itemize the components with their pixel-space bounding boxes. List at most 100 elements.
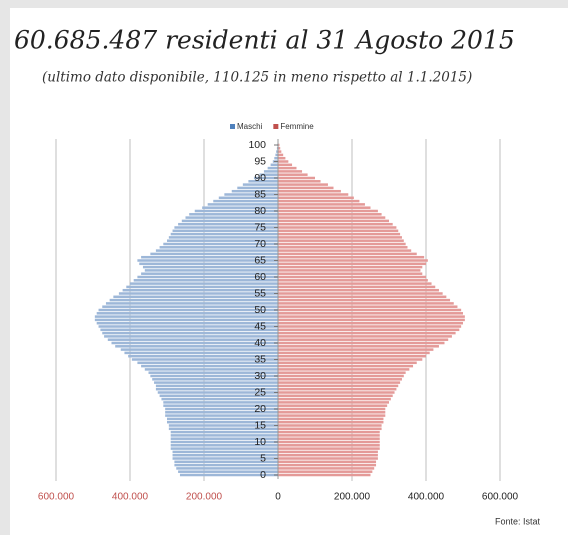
bar	[163, 404, 278, 407]
bar	[98, 308, 278, 312]
bar	[165, 414, 278, 417]
bar	[155, 384, 278, 388]
bar	[278, 166, 297, 170]
bar	[278, 473, 371, 477]
bar	[278, 170, 303, 173]
bar	[278, 222, 393, 226]
bar	[278, 338, 449, 341]
bar	[278, 153, 284, 157]
bar	[278, 457, 378, 460]
bar	[278, 242, 406, 246]
bar	[137, 361, 278, 365]
bar	[152, 378, 278, 381]
bar	[278, 450, 378, 454]
y-tick-label: 45	[254, 320, 266, 332]
bar	[278, 173, 308, 176]
bar	[154, 381, 278, 384]
bar	[170, 434, 278, 437]
bar	[278, 255, 425, 259]
bar	[278, 206, 371, 209]
x-tick-label: 400.000	[408, 492, 445, 503]
bar	[278, 348, 434, 351]
bar	[150, 252, 278, 256]
bar	[278, 160, 289, 163]
y-tick-label: 5	[260, 452, 266, 464]
bar	[278, 298, 451, 302]
y-tick-label: 70	[254, 238, 266, 250]
y-tick-label: 65	[254, 254, 266, 266]
bar	[181, 219, 278, 223]
bar	[278, 305, 458, 308]
chart-subtitle: (ultimo dato disponibile, 110.125 in men…	[42, 70, 472, 86]
bar	[168, 424, 278, 427]
bar	[178, 222, 278, 226]
bar	[161, 397, 278, 401]
bar	[278, 183, 328, 186]
bar	[237, 186, 278, 190]
bar	[141, 364, 278, 368]
y-tick-label: 60	[254, 271, 266, 283]
bar	[278, 440, 380, 444]
bar	[278, 226, 397, 229]
x-tick-label: 0	[275, 492, 281, 503]
bar	[278, 427, 382, 431]
bar	[278, 249, 412, 252]
x-tick-label: 400.000	[112, 492, 149, 503]
bar	[167, 420, 278, 424]
bar	[248, 180, 278, 183]
bar	[278, 315, 465, 318]
x-tick-label: 600.000	[38, 492, 75, 503]
y-tick-label: 30	[254, 370, 266, 382]
y-tick-label: 15	[254, 419, 266, 431]
bar	[202, 206, 278, 209]
bar	[159, 394, 278, 398]
bar	[278, 358, 423, 361]
bar	[207, 203, 278, 206]
bar	[278, 180, 321, 183]
bar	[276, 147, 278, 150]
bar	[137, 259, 278, 262]
bar	[278, 417, 384, 421]
bar	[170, 444, 278, 447]
legend-label: Femmine	[280, 122, 314, 131]
bar	[278, 193, 349, 196]
bar	[278, 252, 417, 256]
bar	[142, 265, 278, 269]
bar	[141, 255, 278, 259]
bar	[278, 364, 414, 368]
bar	[278, 209, 378, 213]
bar	[157, 391, 278, 394]
bar	[263, 170, 278, 173]
y-tick-label: 75	[254, 221, 266, 233]
y-tick-label: 25	[254, 386, 266, 398]
bar	[278, 259, 428, 262]
bar	[172, 450, 278, 454]
bar	[278, 467, 375, 470]
bar	[218, 196, 278, 200]
legend-label: Maschi	[237, 122, 263, 131]
bar	[100, 328, 279, 332]
y-tick-label: 100	[248, 139, 266, 151]
y-tick-label: 20	[254, 403, 266, 415]
bar	[167, 417, 278, 421]
bar	[178, 470, 278, 473]
legend-swatch	[273, 124, 279, 129]
bar	[278, 361, 417, 365]
bar	[278, 196, 354, 200]
bar	[278, 460, 377, 464]
bar	[278, 176, 315, 180]
bar	[278, 295, 447, 299]
bar	[179, 473, 278, 477]
bar	[111, 341, 278, 345]
bar	[278, 150, 282, 153]
bar	[278, 470, 373, 473]
bar	[278, 275, 426, 279]
bar	[122, 288, 278, 292]
bar	[118, 292, 279, 295]
bar	[278, 265, 423, 269]
y-tick-label: 40	[254, 337, 266, 349]
bar	[172, 457, 278, 460]
bar	[176, 467, 278, 470]
bar	[172, 229, 278, 233]
